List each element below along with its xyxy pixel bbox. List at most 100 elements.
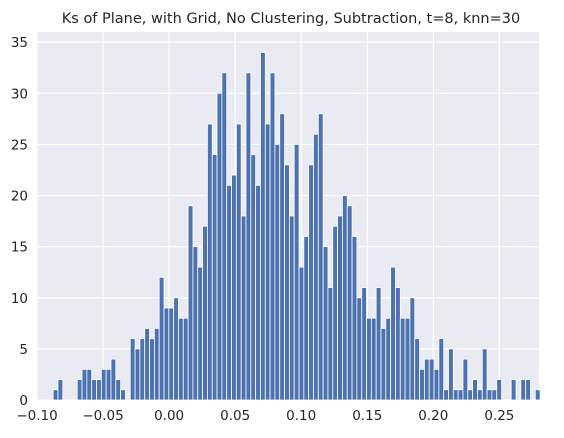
histogram-bar (115, 379, 122, 401)
histogram-bar (370, 317, 377, 401)
histogram-bar (395, 287, 401, 401)
histogram-bar (496, 379, 502, 401)
histogram-bar (356, 297, 363, 401)
histogram-bar (399, 317, 406, 401)
histogram-bar (163, 307, 170, 401)
y-tick-label: 35 (11, 35, 28, 51)
histogram-bar (472, 379, 478, 401)
histogram-bar (52, 389, 59, 401)
histogram-bar (525, 379, 531, 401)
histogram-bar (269, 72, 276, 401)
histogram-bar (337, 215, 343, 401)
histogram-bar (308, 164, 314, 401)
y-tick-label: 25 (11, 137, 28, 153)
histogram-bar (346, 205, 353, 401)
histogram-bar (250, 154, 257, 401)
histogram-bar (342, 195, 348, 401)
histogram-bar (197, 266, 203, 401)
x-tick-label: 0.25 (484, 408, 514, 424)
histogram-bar (240, 215, 247, 401)
histogram-bar (231, 174, 237, 401)
histogram-bar (288, 215, 295, 401)
histogram-bar (414, 338, 420, 401)
x-tick-label: −0.05 (82, 408, 123, 424)
x-tick-label: 0.20 (418, 408, 448, 424)
histogram-bar (178, 317, 184, 401)
chart-title: Ks of Plane, with Grid, No Clustering, S… (62, 11, 520, 27)
histogram-bar (390, 266, 396, 401)
bars (52, 52, 541, 401)
histogram-bar (313, 133, 319, 401)
histogram-bar (443, 389, 449, 401)
histogram-bar (404, 317, 411, 401)
histogram-bar (491, 389, 498, 401)
histogram-bar (173, 297, 179, 401)
histogram-bar (332, 225, 339, 401)
x-axis-ticks: −0.10 −0.05 0.00 0.05 0.10 0.15 0.20 0.25 (16, 408, 514, 424)
histogram-bar (153, 328, 160, 401)
histogram-bar (96, 379, 102, 401)
y-axis-ticks: 0 5 10 15 20 25 30 35 (11, 35, 28, 409)
histogram-bar (149, 338, 155, 401)
histogram-bar (317, 113, 324, 401)
histogram-bar (322, 246, 329, 401)
histogram-bar (91, 379, 97, 401)
x-tick-label: 0.00 (154, 408, 184, 424)
histogram-bar (520, 379, 527, 401)
histogram-bar (255, 184, 261, 401)
histogram-bar (448, 348, 454, 401)
x-tick-label: 0.15 (352, 408, 382, 424)
histogram-bar (293, 144, 300, 401)
histogram-bar (57, 379, 64, 401)
y-tick-label: 0 (19, 393, 28, 409)
histogram-bar (327, 287, 334, 401)
histogram-bar (452, 389, 459, 401)
histogram-bar (100, 368, 107, 401)
histogram-bar (192, 246, 199, 401)
y-tick-label: 5 (19, 342, 28, 358)
histogram-bar (226, 184, 232, 401)
histogram-bar (385, 317, 392, 401)
histogram-bar (235, 123, 242, 401)
x-tick-label: −0.10 (16, 408, 57, 424)
x-tick-label: 0.10 (286, 408, 316, 424)
histogram-bar (481, 348, 488, 401)
histogram-bar (105, 368, 112, 401)
x-tick-label: 0.05 (220, 408, 250, 424)
histogram-bar (298, 266, 305, 401)
histogram-bar (486, 389, 493, 401)
histogram-bar (221, 72, 228, 401)
histogram-bar (245, 72, 252, 401)
y-tick-label: 30 (11, 86, 28, 102)
histogram-bar (76, 379, 83, 401)
histogram-bar (467, 389, 474, 401)
histogram-bar (457, 389, 464, 401)
histogram-bar (510, 379, 517, 401)
histogram-bar (366, 317, 372, 401)
histogram-bar (303, 236, 310, 401)
histogram-bar (477, 389, 483, 401)
histogram-bar (433, 368, 440, 401)
histogram-bar (428, 358, 435, 401)
histogram-bar (260, 52, 266, 401)
histogram-bar (284, 164, 290, 401)
histogram-bar (380, 328, 387, 401)
histogram-bar (187, 205, 194, 401)
histogram-bar (216, 92, 223, 401)
histogram-bar (462, 358, 469, 401)
y-tick-label: 10 (11, 291, 28, 307)
histogram-bar (144, 328, 150, 401)
histogram-bar (139, 338, 146, 401)
histogram-bar (168, 307, 175, 401)
histogram-bar (264, 123, 271, 401)
histogram-bar (81, 368, 88, 401)
histogram-bar (279, 113, 285, 401)
histogram-bar (129, 338, 136, 401)
histogram-bar (274, 144, 281, 401)
histogram-bar (134, 348, 141, 401)
histogram-bar (202, 225, 208, 401)
histogram-bar (375, 287, 382, 401)
histogram-bar (182, 317, 189, 401)
histogram-bar (534, 389, 541, 401)
